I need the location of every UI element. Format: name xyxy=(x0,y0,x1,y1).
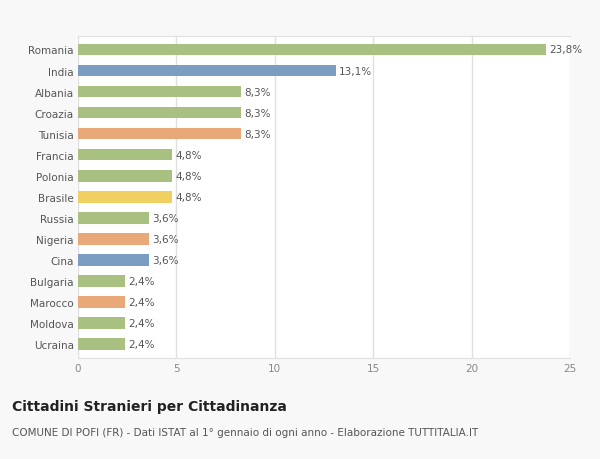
Text: 13,1%: 13,1% xyxy=(339,67,372,76)
Bar xyxy=(78,318,125,329)
Bar xyxy=(78,191,172,203)
Bar xyxy=(78,107,241,119)
Text: 4,8%: 4,8% xyxy=(175,151,202,160)
Bar xyxy=(78,150,172,161)
Text: 8,3%: 8,3% xyxy=(244,129,271,140)
Text: 4,8%: 4,8% xyxy=(175,171,202,181)
Text: COMUNE DI POFI (FR) - Dati ISTAT al 1° gennaio di ogni anno - Elaborazione TUTTI: COMUNE DI POFI (FR) - Dati ISTAT al 1° g… xyxy=(12,427,478,437)
Text: 8,3%: 8,3% xyxy=(244,108,271,118)
Bar xyxy=(78,234,149,245)
Text: 3,6%: 3,6% xyxy=(152,255,178,265)
Bar xyxy=(78,213,149,224)
Bar xyxy=(78,66,336,77)
Text: 2,4%: 2,4% xyxy=(128,297,155,308)
Text: 3,6%: 3,6% xyxy=(152,213,178,224)
Bar xyxy=(78,45,547,56)
Bar xyxy=(78,171,172,182)
Text: 3,6%: 3,6% xyxy=(152,235,178,244)
Text: 2,4%: 2,4% xyxy=(128,339,155,349)
Bar xyxy=(78,297,125,308)
Text: 8,3%: 8,3% xyxy=(244,87,271,97)
Text: 2,4%: 2,4% xyxy=(128,276,155,286)
Text: 4,8%: 4,8% xyxy=(175,192,202,202)
Bar xyxy=(78,87,241,98)
Bar xyxy=(78,339,125,350)
Bar xyxy=(78,275,125,287)
Bar xyxy=(78,255,149,266)
Text: Cittadini Stranieri per Cittadinanza: Cittadini Stranieri per Cittadinanza xyxy=(12,399,287,413)
Bar xyxy=(78,129,241,140)
Text: 2,4%: 2,4% xyxy=(128,319,155,328)
Text: 23,8%: 23,8% xyxy=(550,45,583,56)
